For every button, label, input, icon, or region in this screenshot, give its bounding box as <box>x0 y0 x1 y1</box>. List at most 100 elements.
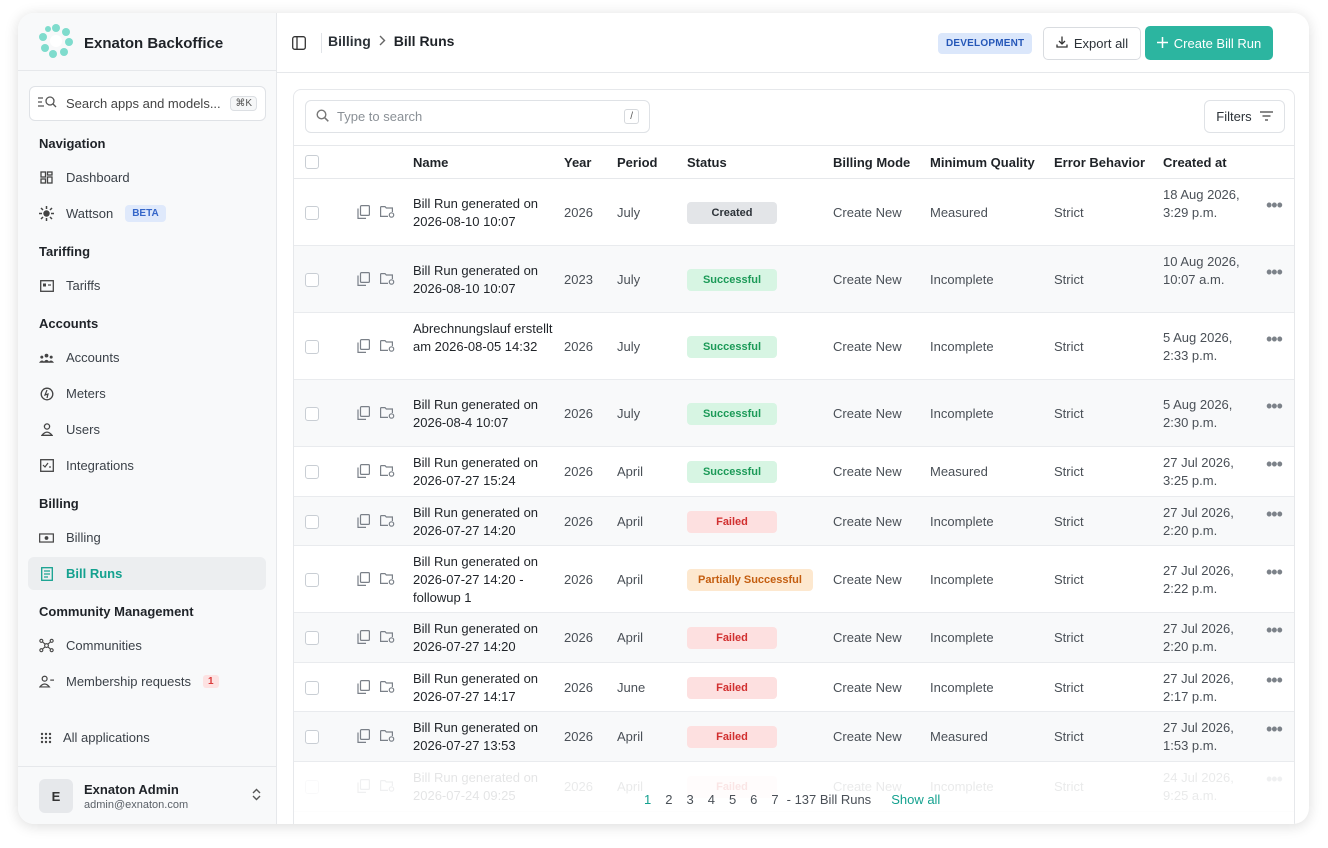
sidebar-item-wattson[interactable]: Wattson BETA <box>28 197 266 230</box>
sidebar-toggle-icon[interactable] <box>292 36 306 50</box>
copy-icon[interactable] <box>357 271 370 289</box>
copy-icon[interactable] <box>357 204 370 222</box>
table-row[interactable]: Bill Run generated on 2026-08-10 10:07 20… <box>294 246 1294 313</box>
table-row[interactable]: Bill Run generated on 2026-07-27 14:20 20… <box>294 497 1294 546</box>
bill-run-name[interactable]: Bill Run generated on 2026-07-27 14:20 <box>413 621 539 654</box>
filters-button[interactable]: Filters <box>1204 100 1285 133</box>
folder-link-icon[interactable] <box>380 630 395 647</box>
table-row[interactable]: Abrechnungslauf erstellt am 2026-08-05 1… <box>294 313 1294 380</box>
sidebar-item-users[interactable]: Users <box>28 413 266 446</box>
created-at-cell: 27 Jul 2026, 1:53 p.m. <box>1163 720 1234 753</box>
table-row[interactable]: Bill Run generated on 2026-07-27 14:17 20… <box>294 663 1294 712</box>
more-options-icon[interactable]: ••• <box>1266 669 1283 690</box>
row-checkbox[interactable] <box>305 514 319 529</box>
table-row[interactable]: Bill Run generated on 2026-07-27 15:24 20… <box>294 447 1294 497</box>
page-2-link[interactable]: 2 <box>665 792 673 807</box>
sidebar-item-meters[interactable]: Meters <box>28 377 266 410</box>
row-checkbox[interactable] <box>305 631 319 645</box>
page-5-link[interactable]: 5 <box>728 792 737 807</box>
copy-icon[interactable] <box>357 571 370 589</box>
bill-run-name[interactable]: Bill Run generated on 2026-07-27 14:17 <box>413 670 539 704</box>
folder-link-icon[interactable] <box>380 572 395 589</box>
more-options-icon[interactable]: ••• <box>1266 395 1283 416</box>
sidebar-item-bill-runs[interactable]: Bill Runs <box>28 557 266 590</box>
copy-icon[interactable] <box>357 679 370 697</box>
row-checkbox[interactable] <box>305 205 319 220</box>
show-all-link[interactable]: Show all <box>891 792 941 807</box>
table-row[interactable]: Bill Run generated on 2026-08-4 10:07 202… <box>294 380 1294 447</box>
table-row[interactable]: Bill Run generated on 2026-07-27 14:20 20… <box>294 613 1294 663</box>
bill-run-name[interactable]: Abrechnungslauf erstellt am 2026-08-05 1… <box>413 320 553 354</box>
folder-link-icon[interactable] <box>380 272 395 289</box>
bill-run-name[interactable]: Bill Run generated on 2026-07-27 14:20 <box>413 504 539 538</box>
copy-icon[interactable] <box>357 405 370 423</box>
folder-link-icon[interactable] <box>380 339 395 356</box>
more-options-icon[interactable]: ••• <box>1266 620 1283 640</box>
more-options-icon[interactable]: ••• <box>1266 503 1283 524</box>
folder-link-icon[interactable] <box>380 406 395 423</box>
table-row[interactable]: Bill Run generated on 2026-08-10 10:07 20… <box>294 179 1294 246</box>
copy-icon[interactable] <box>357 338 370 356</box>
bill-run-name[interactable]: Bill Run generated on 2026-07-27 13:53 <box>413 720 539 753</box>
copy-icon[interactable] <box>357 513 370 531</box>
column-header-error-behavior[interactable]: Error Behavior <box>1054 155 1146 170</box>
table-row[interactable]: Bill Run generated on 2026-07-27 13:53 20… <box>294 712 1294 762</box>
copy-icon[interactable] <box>357 630 370 647</box>
column-header-name[interactable]: Name <box>413 155 449 170</box>
folder-link-icon[interactable] <box>380 514 395 531</box>
bill-run-name[interactable]: Bill Run generated on 2026-08-10 10:07 <box>413 195 539 229</box>
sidebar-item-integrations[interactable]: Integrations <box>28 449 266 482</box>
sidebar-item-communities[interactable]: Communities <box>28 629 266 662</box>
user-menu[interactable]: E Exnaton Admin admin@exnaton.com <box>39 778 261 814</box>
page-6-link[interactable]: 6 <box>750 792 758 807</box>
page-7-link[interactable]: 7 <box>771 792 779 807</box>
bill-run-name[interactable]: Bill Run generated on 2026-07-27 15:24 <box>413 455 539 488</box>
row-checkbox[interactable] <box>305 339 319 354</box>
folder-link-icon[interactable] <box>380 464 395 481</box>
bill-run-name[interactable]: Bill Run generated on 2026-08-10 10:07 <box>413 262 539 296</box>
row-checkbox[interactable] <box>305 572 319 587</box>
folder-link-icon[interactable] <box>380 205 395 222</box>
page-3-link[interactable]: 3 <box>686 792 694 807</box>
sidebar-item-dashboard[interactable]: Dashboard <box>28 161 266 194</box>
column-header-minimum-quality[interactable]: Minimum Quality <box>930 155 1035 170</box>
column-header-year[interactable]: Year <box>564 155 592 170</box>
column-header-created-at[interactable]: Created at <box>1163 155 1227 170</box>
more-options-icon[interactable]: ••• <box>1266 719 1283 739</box>
sidebar-item-accounts[interactable]: Accounts <box>28 341 266 374</box>
row-checkbox[interactable] <box>305 730 319 744</box>
sidebar-item-tariffs[interactable]: Tariffs <box>28 269 266 302</box>
copy-icon[interactable] <box>357 729 370 746</box>
table-search-input[interactable]: Type to search / <box>305 100 650 133</box>
row-checkbox[interactable] <box>305 465 319 479</box>
sidebar-item-membership-requests[interactable]: Membership requests 1 <box>28 665 266 698</box>
row-checkbox[interactable] <box>305 272 319 287</box>
create-bill-run-button[interactable]: Create Bill Run <box>1145 26 1273 60</box>
more-options-icon[interactable]: ••• <box>1266 261 1283 282</box>
copy-icon[interactable] <box>357 464 370 481</box>
bill-run-name[interactable]: Bill Run generated on 2026-07-27 14:20 -… <box>413 553 539 605</box>
search-apps-input[interactable]: Search apps and models... ⌘K <box>29 86 266 121</box>
more-options-icon[interactable]: ••• <box>1266 454 1283 474</box>
all-applications-link[interactable]: All applications <box>28 721 266 754</box>
select-all-checkbox[interactable] <box>305 155 319 169</box>
column-header-period[interactable]: Period <box>617 155 658 170</box>
sidebar-item-billing[interactable]: Billing <box>28 521 266 554</box>
more-options-icon[interactable]: ••• <box>1266 194 1283 215</box>
row-checkbox[interactable] <box>305 680 319 695</box>
row-checkbox[interactable] <box>305 406 319 421</box>
page-4-link[interactable]: 4 <box>707 792 715 807</box>
column-header-status[interactable]: Status <box>687 155 727 170</box>
export-all-button[interactable]: Export all <box>1043 27 1141 60</box>
folder-link-icon[interactable] <box>380 680 395 697</box>
more-options-icon[interactable]: ••• <box>1266 328 1283 349</box>
more-options-icon[interactable]: ••• <box>1266 561 1283 582</box>
bill-run-name[interactable]: Bill Run generated on 2026-08-4 10:07 <box>413 396 539 430</box>
column-header-billing-mode[interactable]: Billing Mode <box>833 155 911 170</box>
folder-link-icon[interactable] <box>380 729 395 746</box>
brand[interactable]: Exnaton Backoffice <box>38 23 223 63</box>
minimum-quality-cell: Measured <box>930 464 988 479</box>
breadcrumb-billing[interactable]: Billing <box>328 33 371 49</box>
table-row[interactable]: Bill Run generated on 2026-07-27 14:20 -… <box>294 546 1294 613</box>
page-1-link[interactable]: 1 <box>644 792 652 807</box>
